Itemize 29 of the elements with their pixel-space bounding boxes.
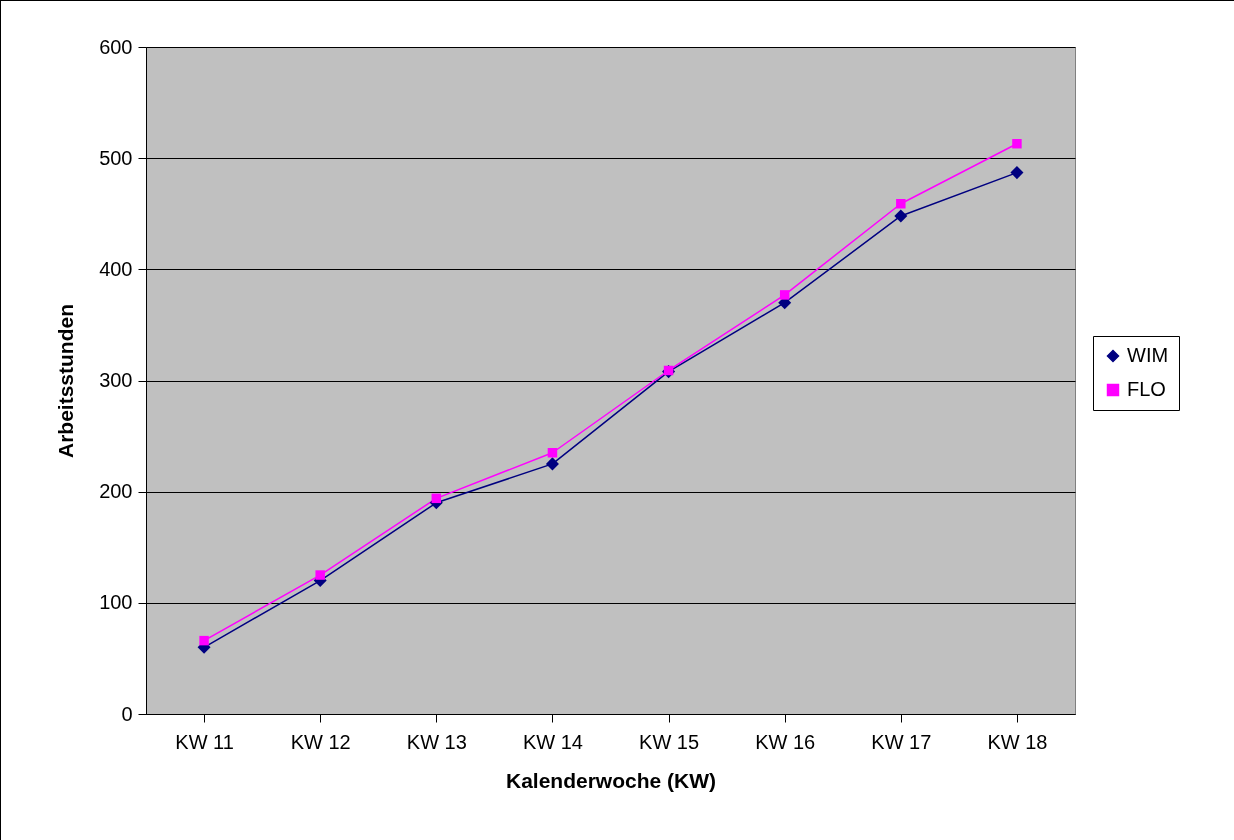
point <box>315 570 325 580</box>
x-tick-label: KW 14 <box>522 730 583 753</box>
point <box>779 290 790 300</box>
legend-label: FLO <box>1127 378 1166 400</box>
point <box>1010 166 1024 180</box>
point <box>894 209 908 223</box>
x-tick-label: KW 12 <box>290 730 351 753</box>
y-tick-label: 300 <box>99 369 133 391</box>
x-tick-label: KW 17 <box>871 730 932 753</box>
point <box>545 457 559 471</box>
point <box>199 635 209 646</box>
x-tick-label: KW 15 <box>639 730 700 753</box>
y-tick-label: 100 <box>99 591 133 614</box>
point <box>431 493 442 504</box>
point <box>896 199 906 209</box>
x-tick-label: KW 16 <box>755 730 816 753</box>
x-tick-label: KW 18 <box>987 730 1048 753</box>
y-tick-label: 400 <box>99 257 133 280</box>
point <box>1012 138 1022 149</box>
point <box>547 448 558 458</box>
legend-label: WIM <box>1127 344 1169 366</box>
y-tick-label: 600 <box>99 35 133 58</box>
x-tick-label: KW 11 <box>175 730 234 753</box>
y-tick-label: 200 <box>99 480 133 503</box>
y-axis-title: Arbeitsstunden <box>54 303 78 459</box>
y-tick-label: 0 <box>121 702 133 725</box>
x-tick-label: KW 13 <box>406 730 467 753</box>
x-axis-title: Kalenderwoche (KW) <box>505 768 717 792</box>
y-tick-label: 500 <box>99 146 133 169</box>
